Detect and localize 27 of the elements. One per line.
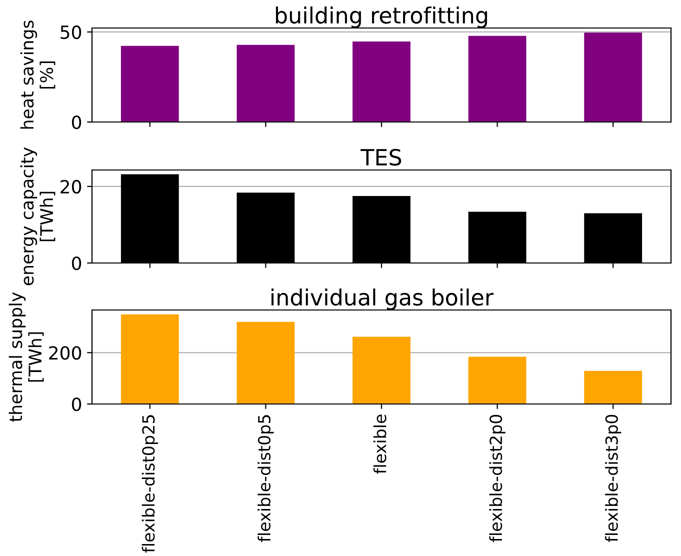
y-axis-title: thermal supply [TWh] bbox=[8, 292, 44, 422]
y-tick-label: 0 bbox=[72, 115, 82, 130]
bar bbox=[352, 42, 410, 122]
y-axis-title: energy capacity [TWh] bbox=[20, 147, 56, 286]
y-tick-label: 0 bbox=[72, 397, 82, 412]
bar bbox=[584, 370, 642, 404]
x-tick-label: flexible-dist0p5 bbox=[258, 415, 274, 542]
bar bbox=[120, 46, 179, 122]
chart-title: individual gas boiler bbox=[272, 288, 494, 310]
y-tick-label: 20 bbox=[60, 180, 82, 194]
x-tick-label: flexible-dist3p0 bbox=[605, 414, 622, 542]
chart-title: building retrofitting bbox=[276, 6, 488, 28]
bar bbox=[120, 314, 179, 404]
bar bbox=[468, 356, 526, 404]
chart-title: TES bbox=[360, 148, 402, 166]
x-tick-label: flexible-dist2p0 bbox=[489, 414, 506, 542]
x-tick-label: flexible-dist0p25 bbox=[142, 415, 158, 553]
bar bbox=[352, 336, 410, 404]
y-tick-label: 0 bbox=[72, 256, 82, 270]
bar bbox=[236, 322, 295, 404]
bar bbox=[468, 36, 526, 122]
y-tick-label: 200 bbox=[49, 346, 82, 360]
x-tick-label: flexible bbox=[373, 414, 386, 474]
y-axis-title: heat savings [%] bbox=[20, 20, 56, 129]
bar bbox=[584, 32, 642, 122]
y-tick-label: 50 bbox=[60, 25, 82, 40]
bar bbox=[236, 44, 295, 122]
